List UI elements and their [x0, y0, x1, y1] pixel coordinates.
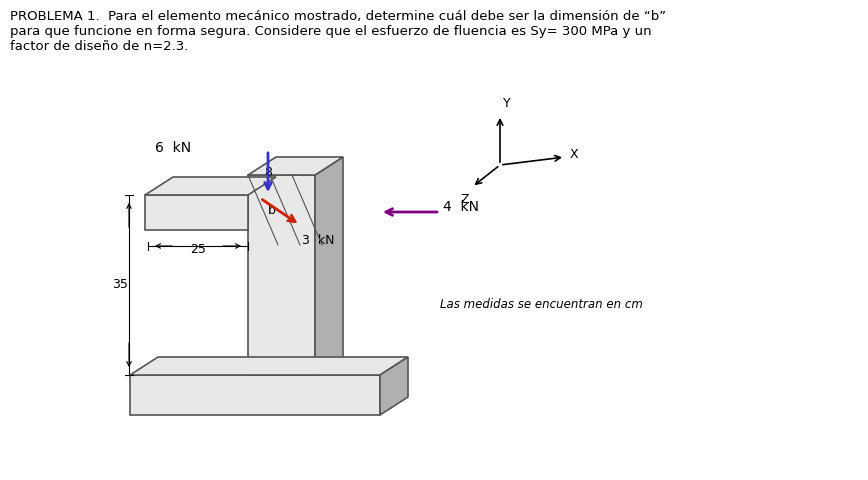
- Text: b: b: [268, 204, 276, 216]
- Text: Las medidas se encuentran en cm: Las medidas se encuentran en cm: [440, 299, 643, 312]
- Text: Z: Z: [461, 193, 470, 206]
- Polygon shape: [315, 157, 343, 375]
- Polygon shape: [145, 177, 276, 195]
- Polygon shape: [248, 157, 343, 175]
- Polygon shape: [248, 175, 315, 375]
- Text: 6  kN: 6 kN: [155, 141, 191, 155]
- Text: 35: 35: [112, 278, 128, 291]
- Text: 4  kN: 4 kN: [443, 200, 479, 214]
- Text: Y: Y: [503, 97, 510, 110]
- Text: 8: 8: [264, 166, 272, 179]
- Polygon shape: [380, 357, 408, 415]
- Text: 3  kN: 3 kN: [302, 233, 334, 247]
- Polygon shape: [130, 375, 380, 415]
- Polygon shape: [130, 357, 408, 375]
- Text: PROBLEMA 1.  Para el elemento mecánico mostrado, determine cuál debe ser la dime: PROBLEMA 1. Para el elemento mecánico mo…: [10, 10, 666, 53]
- Text: X: X: [570, 148, 579, 161]
- Text: 25: 25: [190, 243, 206, 256]
- Polygon shape: [145, 195, 248, 230]
